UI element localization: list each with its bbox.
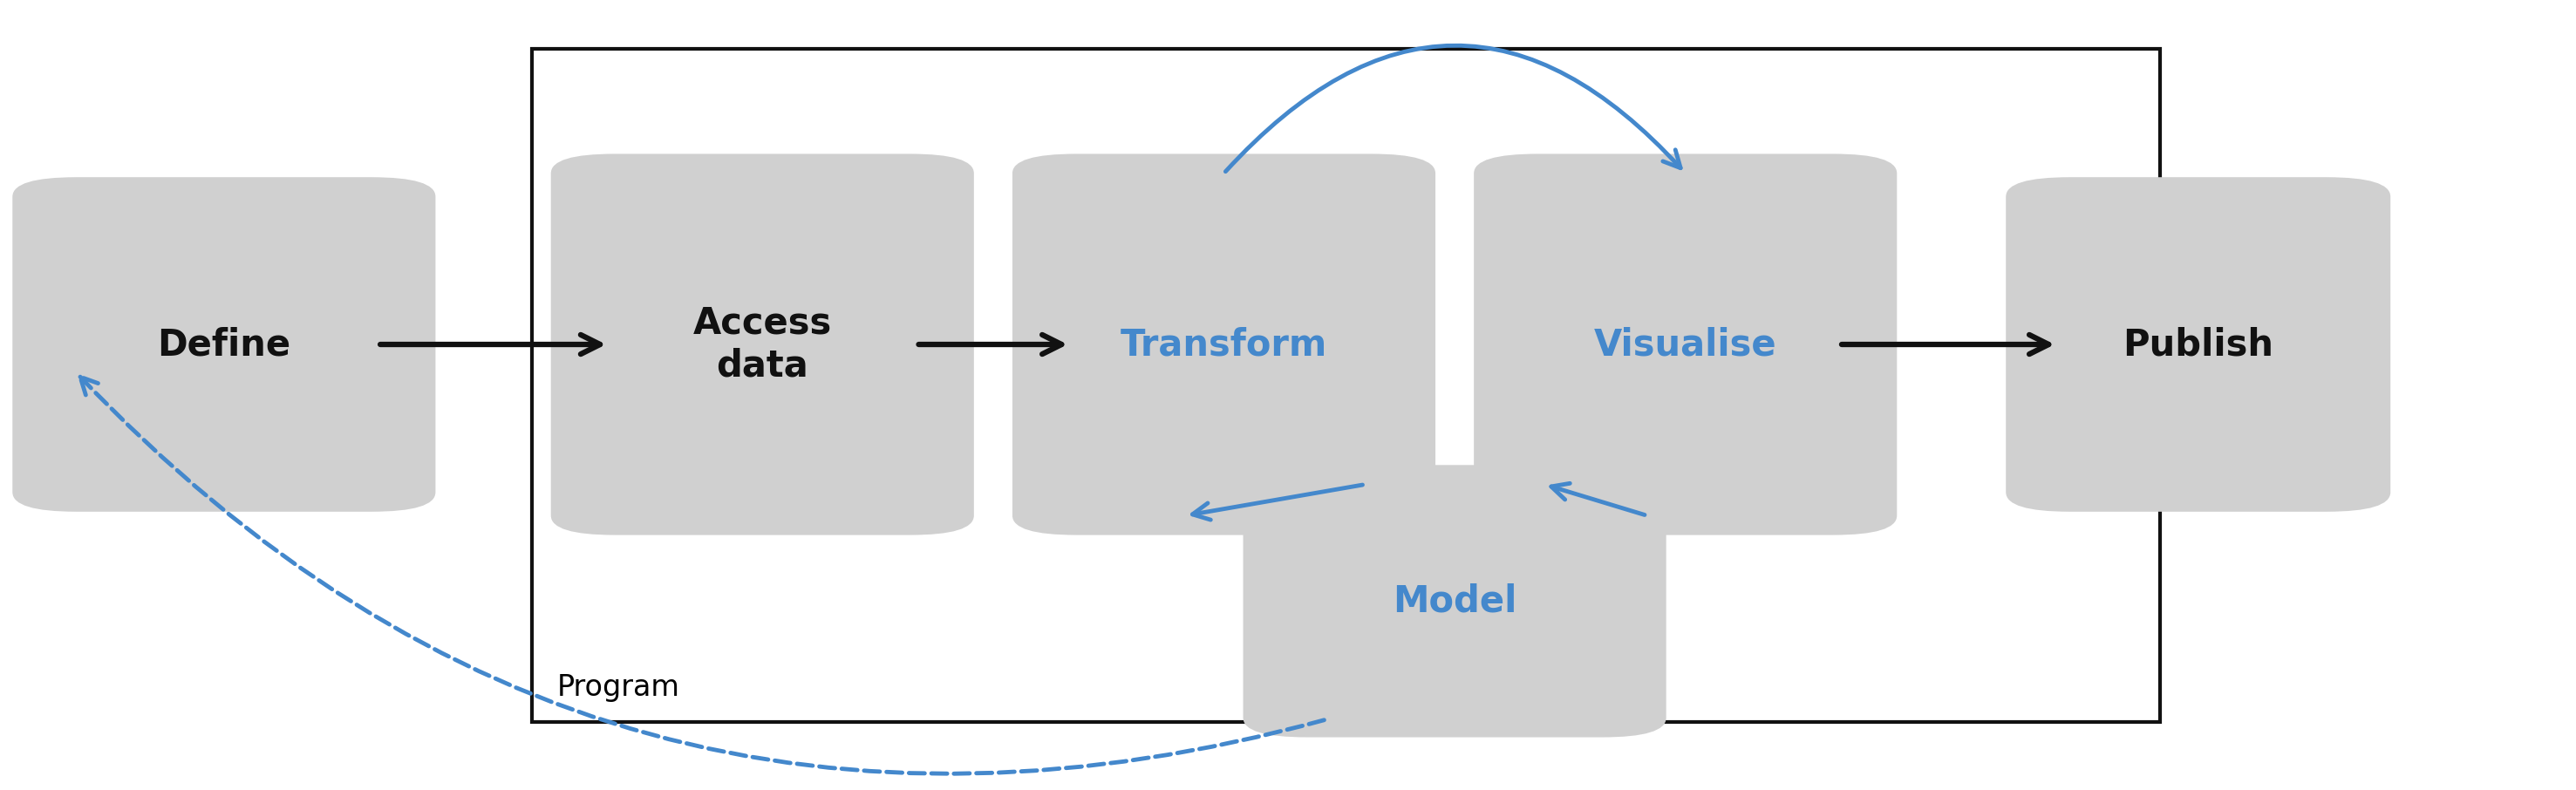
FancyBboxPatch shape	[1244, 465, 1667, 737]
Text: Visualise: Visualise	[1595, 326, 1777, 363]
Text: Model: Model	[1394, 583, 1517, 619]
FancyBboxPatch shape	[1012, 154, 1435, 535]
FancyBboxPatch shape	[1473, 154, 1896, 535]
FancyBboxPatch shape	[13, 177, 435, 512]
Text: Define: Define	[157, 326, 291, 363]
Text: Program: Program	[556, 674, 680, 702]
FancyBboxPatch shape	[2007, 177, 2391, 512]
Text: Publish: Publish	[2123, 326, 2275, 363]
Text: Access
data: Access data	[693, 305, 832, 384]
FancyBboxPatch shape	[551, 154, 974, 535]
Text: Transform: Transform	[1121, 326, 1327, 363]
